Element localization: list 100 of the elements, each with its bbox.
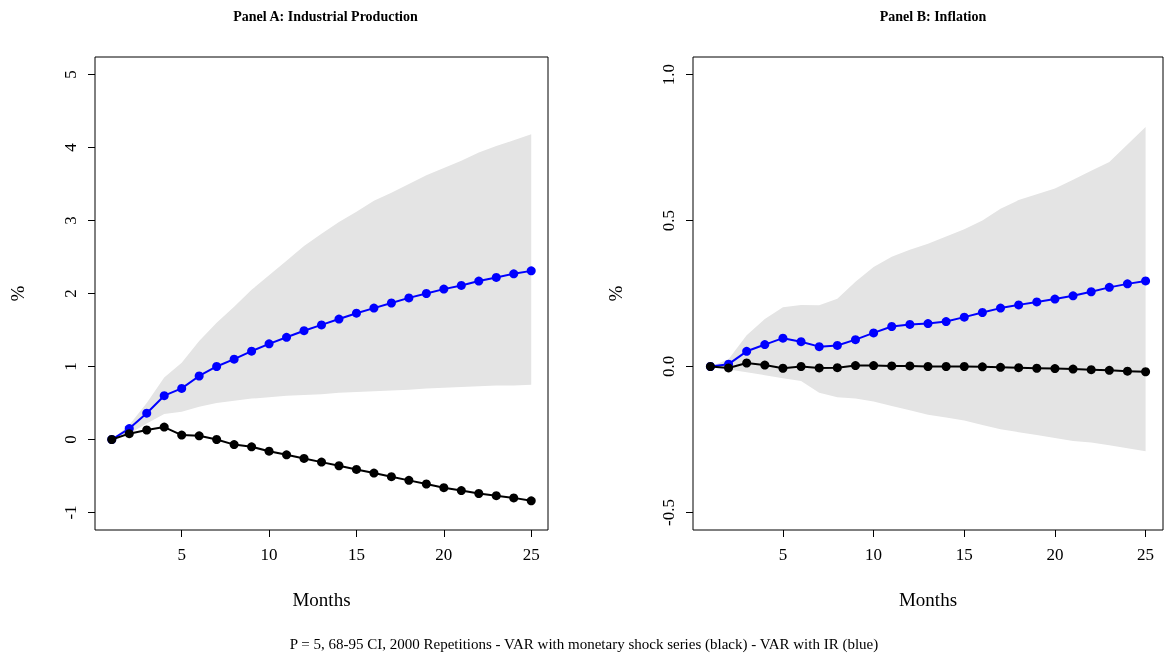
point <box>456 486 466 496</box>
point <box>959 362 969 371</box>
point <box>526 266 536 276</box>
point <box>887 361 897 371</box>
y-tick-label: 0 <box>61 435 80 444</box>
point <box>1104 282 1114 292</box>
point <box>1141 276 1151 286</box>
point <box>923 362 933 371</box>
point <box>334 461 344 471</box>
point <box>1122 366 1132 376</box>
point <box>404 293 414 303</box>
point <box>760 360 770 370</box>
point <box>351 464 361 474</box>
x-axis-title: Months <box>292 589 351 610</box>
y-tick-label: -0.5 <box>659 499 678 526</box>
point <box>351 308 361 318</box>
point <box>159 422 169 432</box>
x-tick-label: 10 <box>865 545 883 564</box>
y-axis-title: % <box>7 285 28 302</box>
point <box>1141 367 1151 377</box>
chart-title: Panel A: Industrial Production <box>233 8 418 24</box>
point <box>778 363 788 373</box>
point <box>832 363 842 373</box>
point <box>299 326 309 336</box>
point <box>1068 364 1078 374</box>
point <box>317 457 326 467</box>
point <box>977 307 987 317</box>
x-tick-label: 25 <box>1137 545 1155 564</box>
point <box>212 362 222 371</box>
y-tick-label: 0.5 <box>659 209 678 232</box>
point <box>456 280 466 290</box>
point <box>941 317 951 327</box>
point <box>742 358 752 368</box>
point <box>1086 365 1096 375</box>
point <box>509 493 519 503</box>
point <box>247 442 257 452</box>
point <box>229 354 239 364</box>
point <box>869 328 879 338</box>
y-tick-label: 3 <box>61 216 80 225</box>
y-tick-label: 1.0 <box>659 63 678 86</box>
point <box>778 333 788 343</box>
x-tick-label: 5 <box>177 545 186 564</box>
point <box>850 361 860 371</box>
point <box>439 483 449 493</box>
y-tick-label: 4 <box>61 142 80 152</box>
point <box>386 472 396 482</box>
point <box>264 446 274 456</box>
point <box>1086 287 1096 297</box>
point <box>194 371 204 381</box>
point <box>1050 364 1060 374</box>
point <box>941 362 951 371</box>
point <box>850 335 860 345</box>
point <box>977 362 987 372</box>
point <box>439 284 449 294</box>
point <box>509 269 519 279</box>
point <box>124 429 134 439</box>
point <box>724 363 734 373</box>
point <box>996 362 1006 372</box>
point <box>923 319 933 329</box>
point <box>760 340 770 350</box>
point <box>177 383 187 393</box>
chart-title: Panel B: Inflation <box>879 8 987 24</box>
point <box>299 453 309 463</box>
x-tick-label: 15 <box>347 545 365 564</box>
point <box>1122 279 1132 289</box>
point <box>1104 365 1114 375</box>
point <box>796 337 806 347</box>
point <box>1032 363 1042 373</box>
point <box>996 303 1006 313</box>
point <box>159 391 169 401</box>
point <box>282 450 292 460</box>
x-tick-label: 20 <box>435 545 453 564</box>
point <box>905 319 915 329</box>
y-tick-label: 1 <box>61 362 80 371</box>
point <box>1014 300 1024 310</box>
y-tick-label: 0.0 <box>659 355 678 378</box>
text: P = 5, 68-95 CI, 2000 Repetitions - VAR with monetary shock series (black) - VAR with IR (blue) <box>288 636 880 653</box>
point <box>491 491 501 501</box>
point <box>474 489 484 498</box>
point <box>814 363 824 373</box>
point <box>142 408 152 418</box>
point <box>177 430 187 440</box>
x-tick-label: 5 <box>778 545 788 564</box>
y-axis-title: % <box>605 285 626 302</box>
point <box>1014 363 1024 373</box>
point <box>526 496 536 506</box>
point <box>404 475 414 485</box>
x-tick-label: 10 <box>260 545 278 564</box>
point <box>247 346 257 356</box>
x-tick-label: 20 <box>1046 545 1064 564</box>
point <box>421 479 431 489</box>
point <box>1032 297 1042 307</box>
x-tick-label: 25 <box>522 545 540 564</box>
y-tick-label: 5 <box>61 70 80 79</box>
point <box>194 431 204 441</box>
point <box>869 361 879 371</box>
point <box>1068 291 1078 301</box>
y-tick-label: -1 <box>61 505 80 520</box>
point <box>959 312 969 322</box>
point <box>887 322 897 331</box>
